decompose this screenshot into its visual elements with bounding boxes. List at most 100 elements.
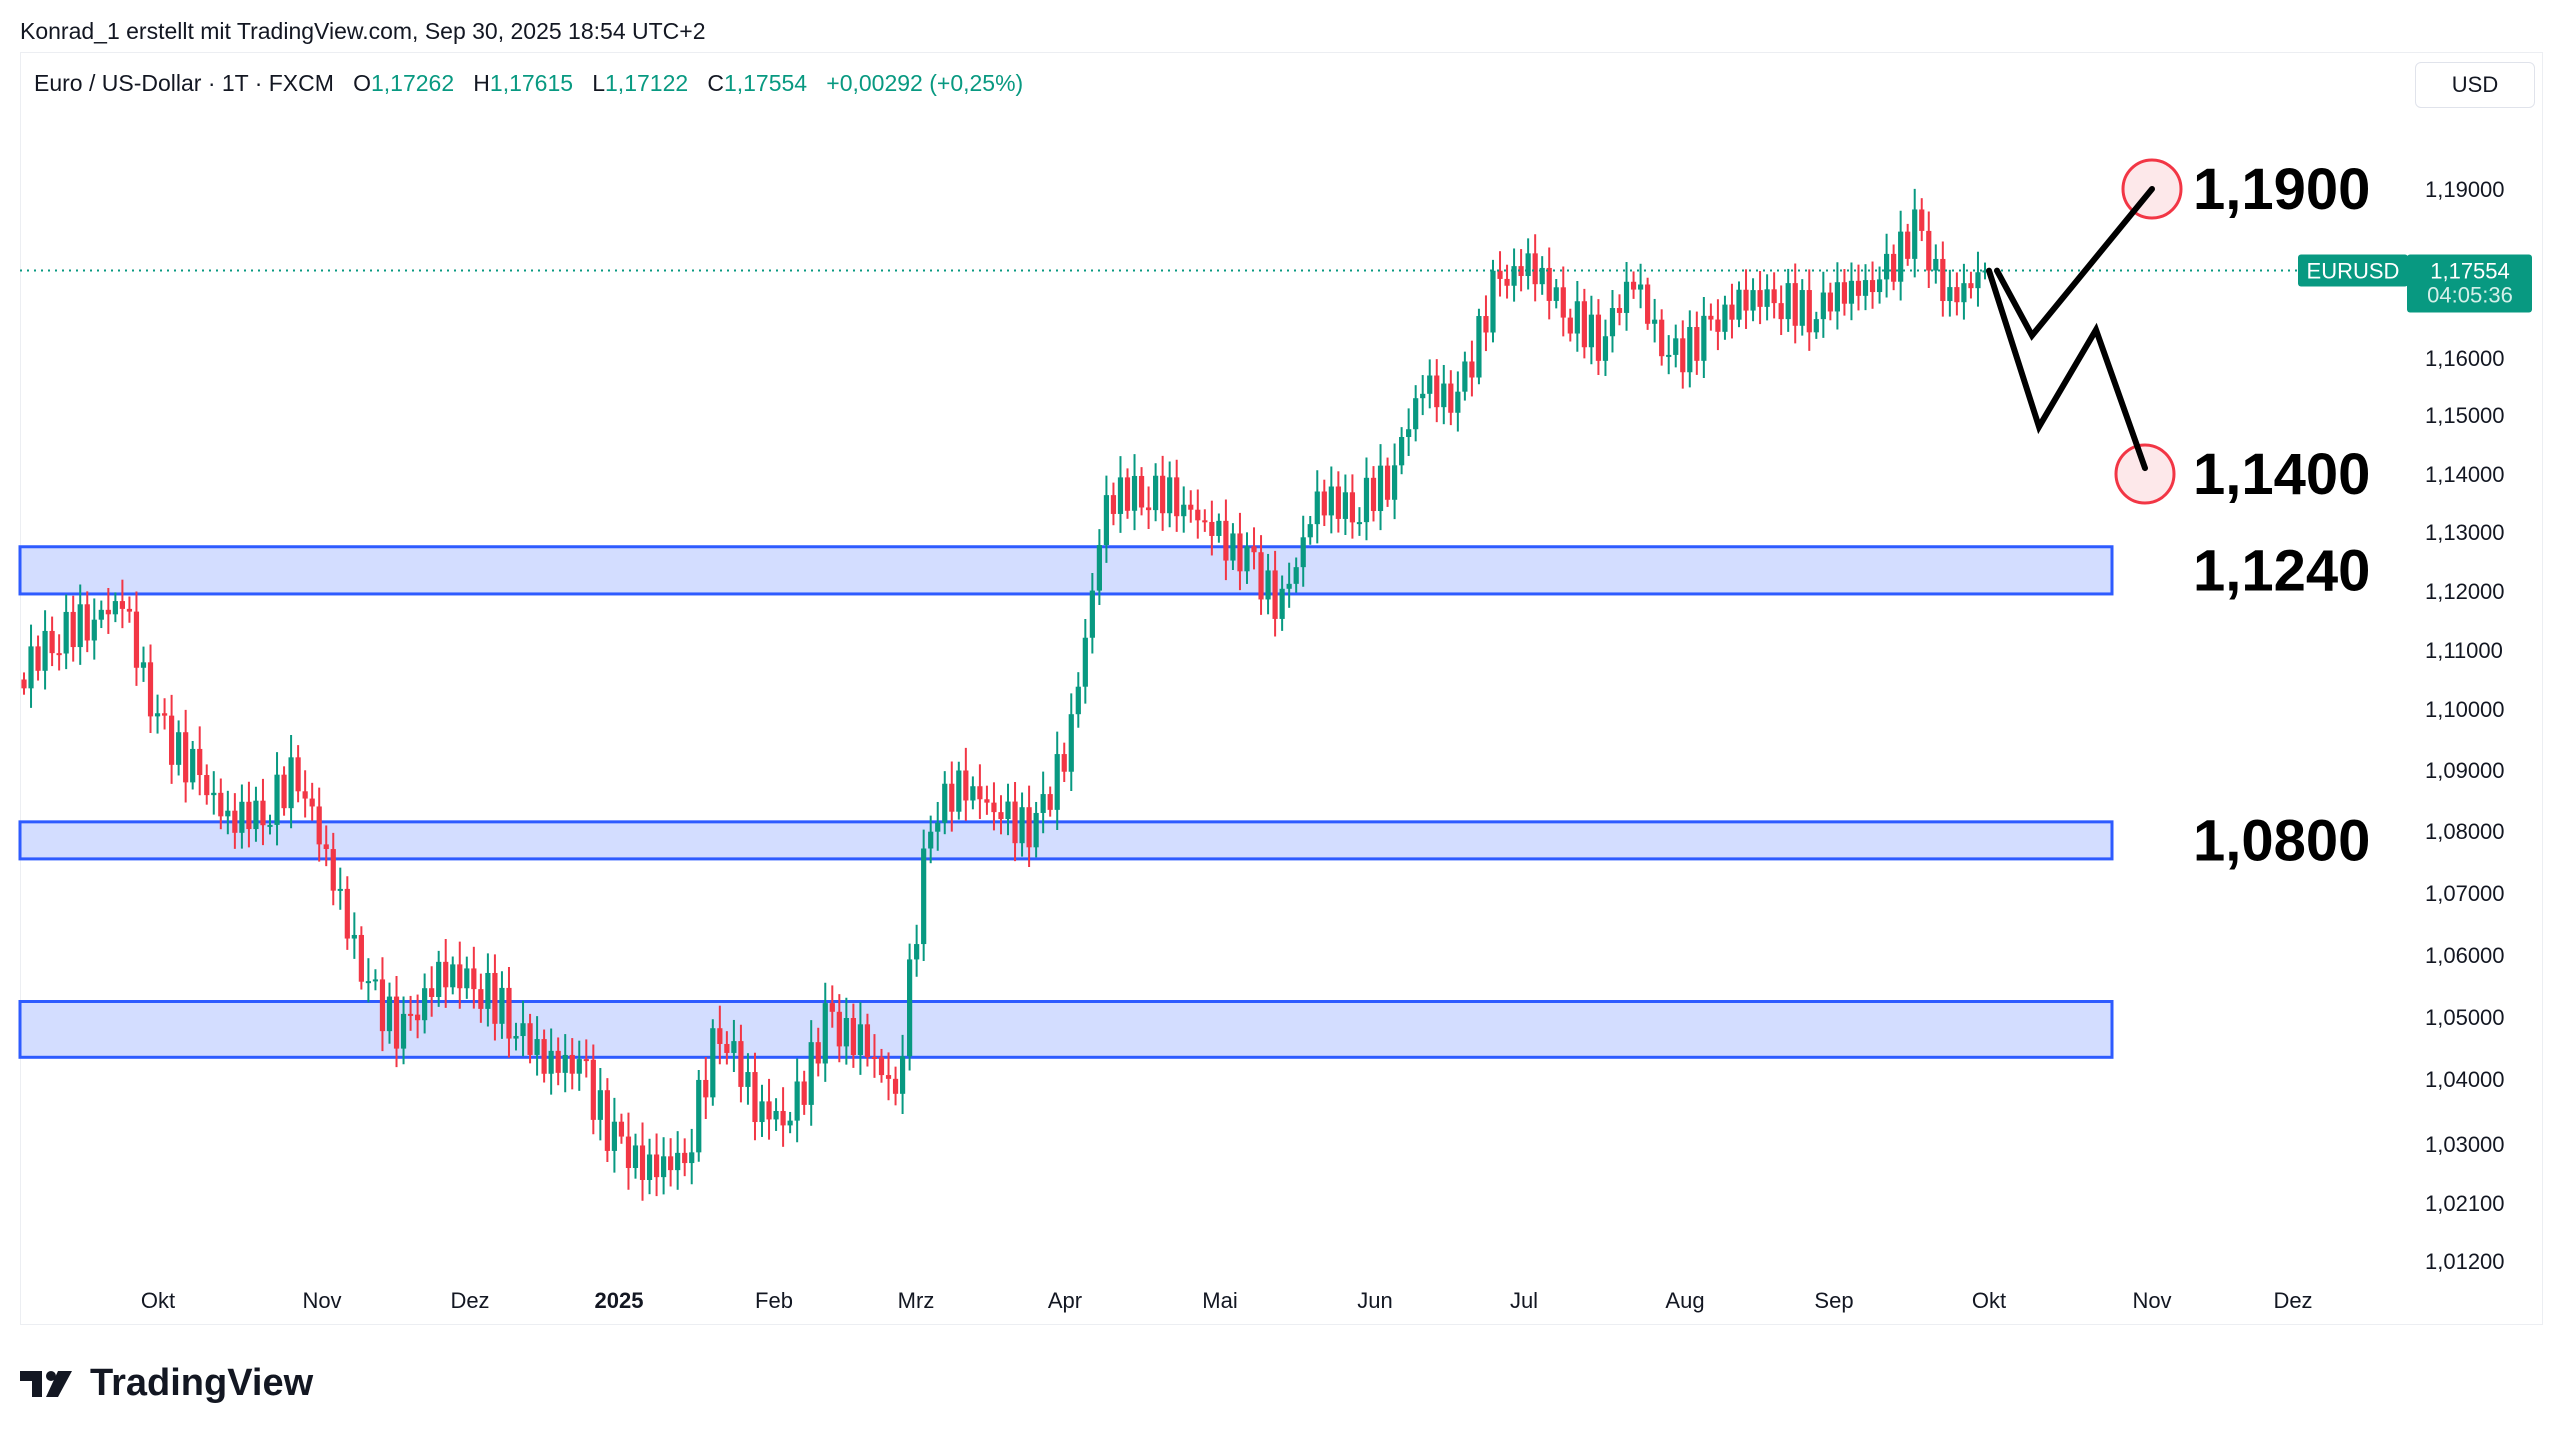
candle-body bbox=[1363, 477, 1370, 523]
candle-body bbox=[661, 1156, 667, 1178]
candle-body bbox=[1848, 280, 1855, 304]
candle bbox=[1680, 320, 1686, 389]
candle bbox=[105, 588, 111, 634]
candle-body bbox=[1040, 794, 1046, 813]
candle-body bbox=[1947, 287, 1953, 302]
candle-body bbox=[752, 1072, 758, 1123]
candle-body bbox=[429, 988, 435, 997]
candle-body bbox=[1609, 308, 1616, 337]
candle bbox=[281, 766, 287, 816]
candle-body bbox=[1785, 283, 1791, 320]
candle-body bbox=[1202, 520, 1208, 523]
candle-body bbox=[1778, 303, 1784, 320]
candle-body bbox=[1321, 491, 1327, 516]
candle bbox=[1342, 474, 1348, 535]
candle-body bbox=[1701, 315, 1707, 361]
candle-body bbox=[379, 979, 386, 1032]
y-tick-label: 1,15000 bbox=[2425, 403, 2505, 428]
candle bbox=[541, 1029, 547, 1083]
candle bbox=[1673, 324, 1679, 368]
candle-body bbox=[534, 1039, 540, 1055]
candle bbox=[63, 594, 69, 670]
candle bbox=[885, 1052, 892, 1101]
candle-body bbox=[1131, 475, 1138, 511]
candle-body bbox=[1841, 282, 1848, 304]
price-badge-value: 1,17554 bbox=[2430, 258, 2510, 283]
candle-body bbox=[963, 770, 969, 801]
candle-body bbox=[1525, 253, 1531, 277]
candle bbox=[1377, 444, 1384, 531]
candle-body bbox=[569, 1054, 575, 1074]
candle bbox=[646, 1138, 653, 1195]
y-tick-label: 1,13000 bbox=[2425, 520, 2505, 545]
candle bbox=[562, 1034, 568, 1093]
candle bbox=[1012, 781, 1018, 862]
candle-body bbox=[1820, 292, 1826, 320]
candle bbox=[211, 771, 217, 815]
candle bbox=[372, 969, 379, 991]
candle bbox=[1258, 535, 1264, 615]
candle-body bbox=[133, 611, 140, 668]
candle bbox=[1961, 263, 1967, 320]
candle-body bbox=[169, 715, 175, 765]
candle bbox=[49, 616, 55, 667]
tradingview-logo[interactable]: TradingView bbox=[20, 1362, 313, 1405]
candle-body bbox=[443, 961, 449, 988]
candle bbox=[1335, 471, 1341, 533]
candle-body bbox=[1912, 209, 1918, 259]
candle-body bbox=[288, 757, 294, 809]
currency-button[interactable]: USD bbox=[2415, 62, 2535, 108]
candle bbox=[1687, 310, 1693, 388]
candle bbox=[1370, 466, 1377, 522]
candle-body bbox=[35, 646, 41, 671]
candle-body bbox=[583, 1059, 589, 1062]
candle bbox=[1757, 270, 1763, 325]
symbol-title[interactable]: Euro / US-Dollar · 1T · FXCM bbox=[34, 70, 334, 96]
candle bbox=[921, 829, 927, 962]
candle-body bbox=[815, 1042, 821, 1064]
candle-body bbox=[393, 996, 400, 1049]
candle bbox=[1216, 513, 1222, 543]
candle bbox=[1912, 188, 1918, 278]
candle-body bbox=[183, 732, 189, 783]
candle-body bbox=[1750, 290, 1756, 311]
candle bbox=[892, 1066, 899, 1106]
candle-body bbox=[1926, 230, 1932, 271]
candle bbox=[520, 1000, 526, 1057]
candle bbox=[400, 996, 407, 1065]
candle-body bbox=[696, 1079, 702, 1153]
candle bbox=[1209, 500, 1215, 556]
candle-body bbox=[843, 1018, 849, 1047]
candle-body bbox=[576, 1059, 582, 1074]
chart-frame bbox=[20, 52, 2543, 1325]
candle-body bbox=[1933, 258, 1939, 271]
candle bbox=[358, 926, 364, 990]
candle-body bbox=[1244, 546, 1250, 572]
candle bbox=[752, 1052, 758, 1141]
candle-body bbox=[618, 1121, 625, 1137]
candle-body bbox=[1153, 475, 1159, 511]
candle-body bbox=[738, 1041, 744, 1087]
candle-body bbox=[956, 770, 962, 812]
candle bbox=[1469, 340, 1475, 397]
candle bbox=[942, 771, 948, 835]
candle-body bbox=[1659, 319, 1665, 357]
candle bbox=[344, 876, 350, 950]
candle bbox=[1806, 269, 1812, 351]
open-value: 1,17262 bbox=[370, 70, 455, 96]
candle bbox=[1040, 771, 1046, 834]
candle bbox=[288, 735, 294, 829]
candle-body bbox=[1054, 754, 1060, 810]
candle-body bbox=[105, 609, 111, 615]
candle-body bbox=[1082, 637, 1088, 687]
candle-body bbox=[1968, 283, 1974, 289]
candle bbox=[1005, 783, 1011, 836]
candle bbox=[225, 790, 231, 835]
candle-body bbox=[808, 1042, 814, 1105]
candle bbox=[1406, 408, 1412, 456]
candle bbox=[808, 1020, 814, 1126]
y-tick-label: 1,19000 bbox=[2425, 177, 2505, 202]
candle-body bbox=[140, 662, 147, 668]
